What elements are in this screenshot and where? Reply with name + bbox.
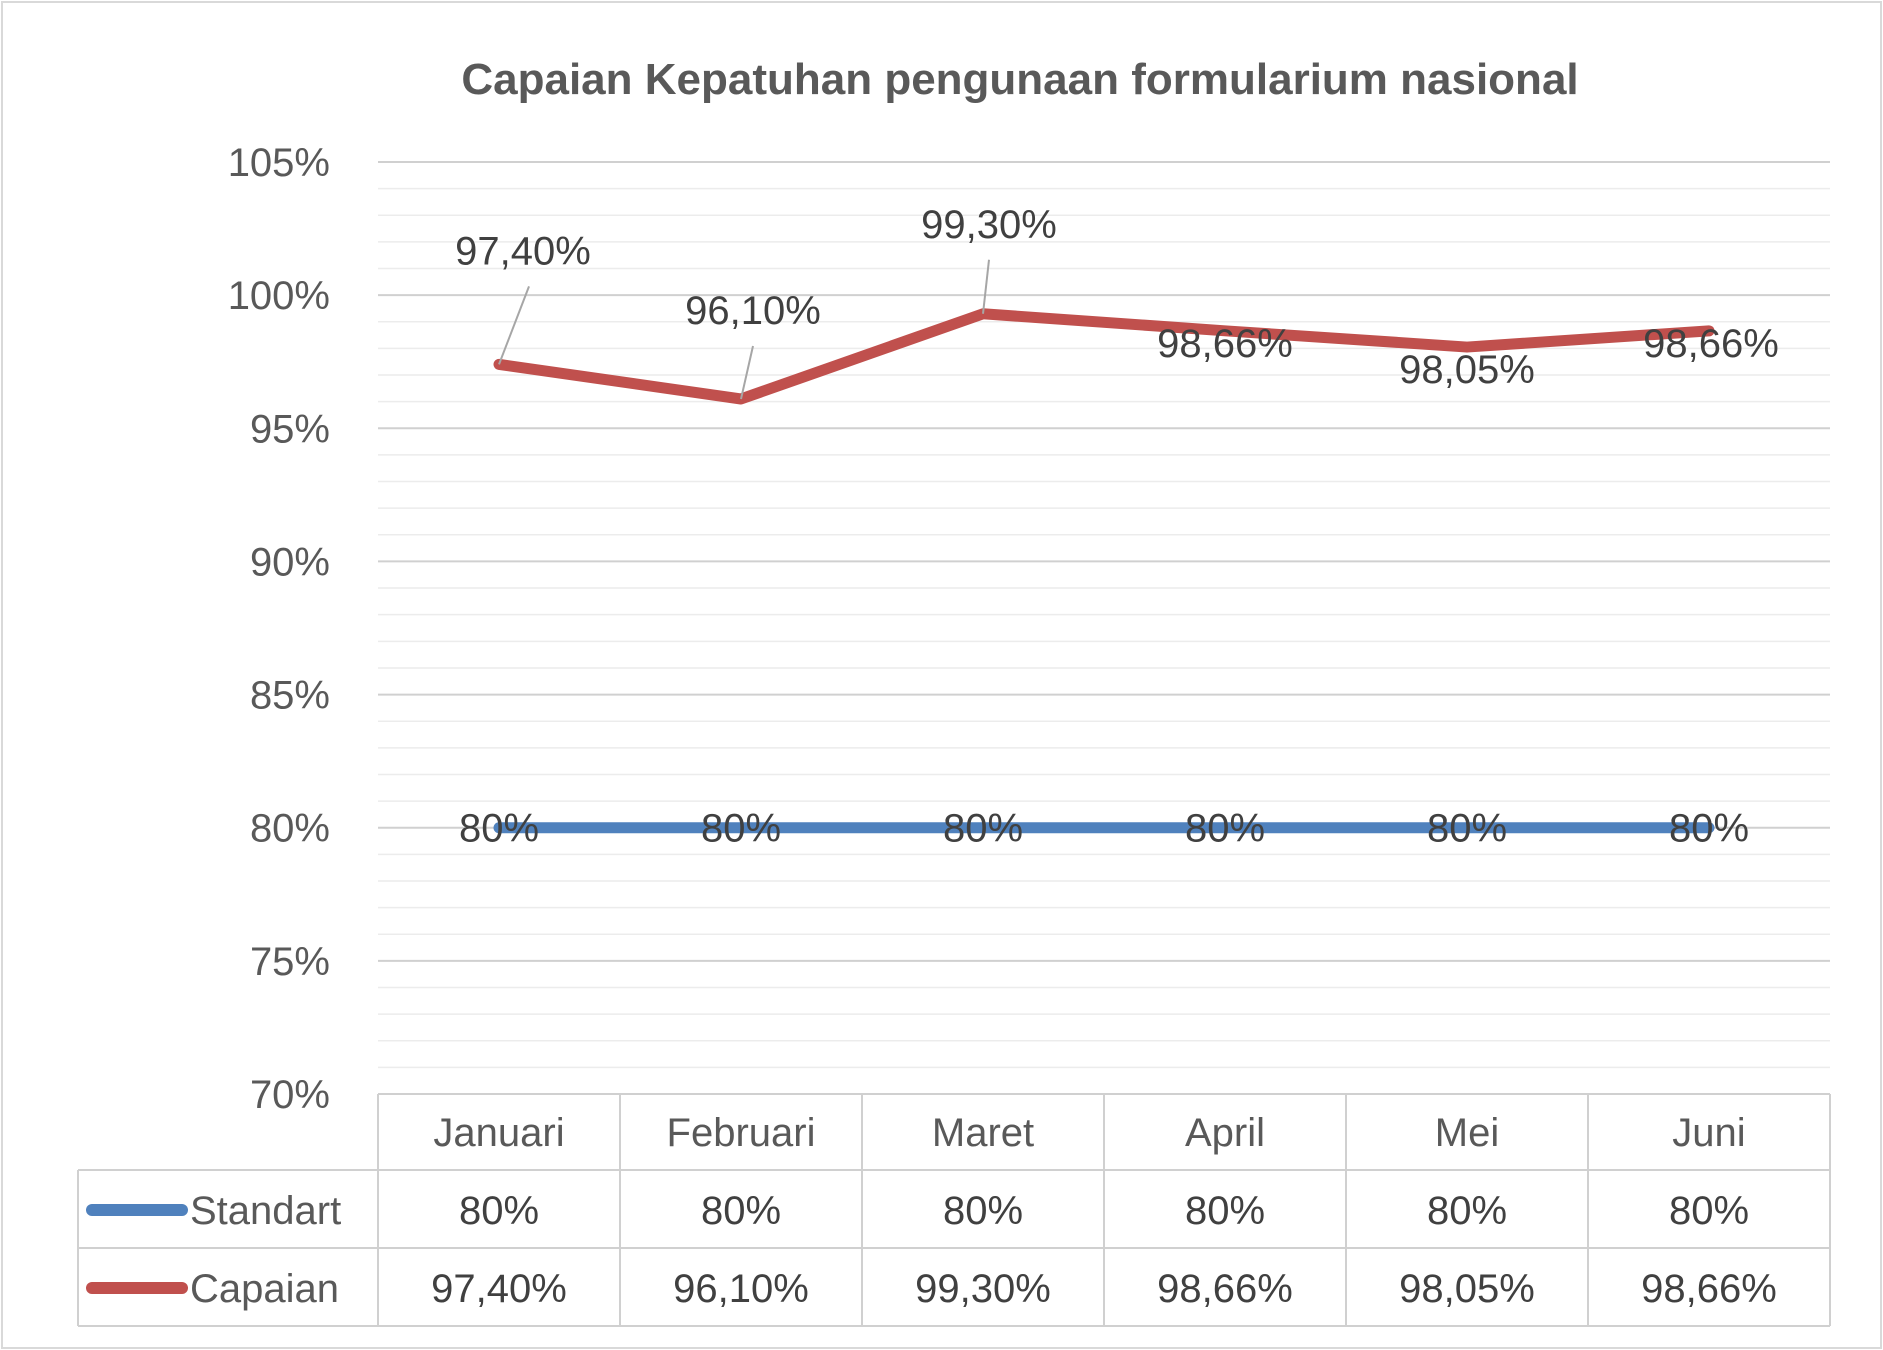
data-label: 96,10% bbox=[685, 289, 821, 333]
data-point bbox=[1466, 826, 1468, 829]
table-cell-value: 98,66% bbox=[1157, 1267, 1293, 1311]
chart-title: Capaian Kepatuhan pengunaan formularium … bbox=[461, 55, 1578, 104]
table-cell-value: 80% bbox=[1185, 1189, 1265, 1233]
x-category-label: April bbox=[1185, 1111, 1265, 1155]
data-point bbox=[1466, 346, 1468, 349]
leader-line bbox=[740, 345, 754, 400]
table-cell-value: 80% bbox=[701, 1189, 781, 1233]
table-cell-value: 80% bbox=[459, 1189, 539, 1233]
data-label: 80% bbox=[1427, 807, 1507, 851]
y-tick-label: 70% bbox=[250, 1073, 330, 1117]
series-lines bbox=[493, 308, 1715, 834]
data-table: Januari Februari Maret April Mei Juni Standart… bbox=[77, 1093, 1831, 1327]
table-cell-value: 97,40% bbox=[431, 1267, 567, 1311]
y-tick-label: 105% bbox=[228, 141, 330, 185]
x-category-label: Januari bbox=[433, 1111, 564, 1155]
table-cell-value: 80% bbox=[1669, 1189, 1749, 1233]
x-category-label: Maret bbox=[932, 1111, 1034, 1155]
legend-label: Standart bbox=[190, 1189, 341, 1233]
data-label: 80% bbox=[943, 807, 1023, 851]
y-tick-label: 85% bbox=[250, 674, 330, 718]
data-label: 98,66% bbox=[1157, 322, 1293, 366]
data-label: 98,05% bbox=[1399, 348, 1535, 392]
data-point bbox=[498, 826, 500, 829]
x-category-label: Mei bbox=[1435, 1111, 1499, 1155]
y-tick-label: 95% bbox=[250, 407, 330, 451]
data-point bbox=[982, 826, 984, 829]
legend-label: Capaian bbox=[190, 1267, 339, 1311]
data-point bbox=[740, 826, 742, 829]
table-cell-value: 98,66% bbox=[1641, 1267, 1777, 1311]
data-label: 80% bbox=[1669, 807, 1749, 851]
data-point bbox=[1224, 826, 1226, 829]
data-label: 80% bbox=[459, 807, 539, 851]
table-cell-value: 99,30% bbox=[915, 1267, 1051, 1311]
y-tick-label: 80% bbox=[250, 807, 330, 851]
data-labels: 80% 80% 80% 80% 80% 80% 97,40% 96,10% 99,30% 98,6… bbox=[455, 203, 1779, 851]
data-label: 80% bbox=[1185, 807, 1265, 851]
y-tick-label: 100% bbox=[228, 274, 330, 318]
x-category-label: Juni bbox=[1672, 1111, 1745, 1155]
table-cell-value: 98,05% bbox=[1399, 1267, 1535, 1311]
data-label: 98,66% bbox=[1643, 322, 1779, 366]
table-cell-value: 96,10% bbox=[673, 1267, 809, 1311]
data-point bbox=[1708, 826, 1710, 829]
y-axis-tick-labels: 105% 100% 95% 90% 85% 80% 75% 70% bbox=[228, 141, 330, 1117]
table-cell-value: 80% bbox=[1427, 1189, 1507, 1233]
series-line-capaian bbox=[493, 308, 1715, 405]
data-label: 80% bbox=[701, 807, 781, 851]
data-point bbox=[1224, 329, 1226, 332]
y-tick-label: 90% bbox=[250, 540, 330, 584]
data-label: 99,30% bbox=[921, 203, 1057, 247]
leader-line bbox=[498, 286, 530, 365]
leader-line bbox=[982, 259, 990, 314]
y-tick-label: 75% bbox=[250, 940, 330, 984]
x-category-label: Februari bbox=[667, 1111, 816, 1155]
table-cell-value: 80% bbox=[943, 1189, 1023, 1233]
data-point bbox=[1708, 329, 1710, 332]
data-label: 97,40% bbox=[455, 229, 591, 273]
